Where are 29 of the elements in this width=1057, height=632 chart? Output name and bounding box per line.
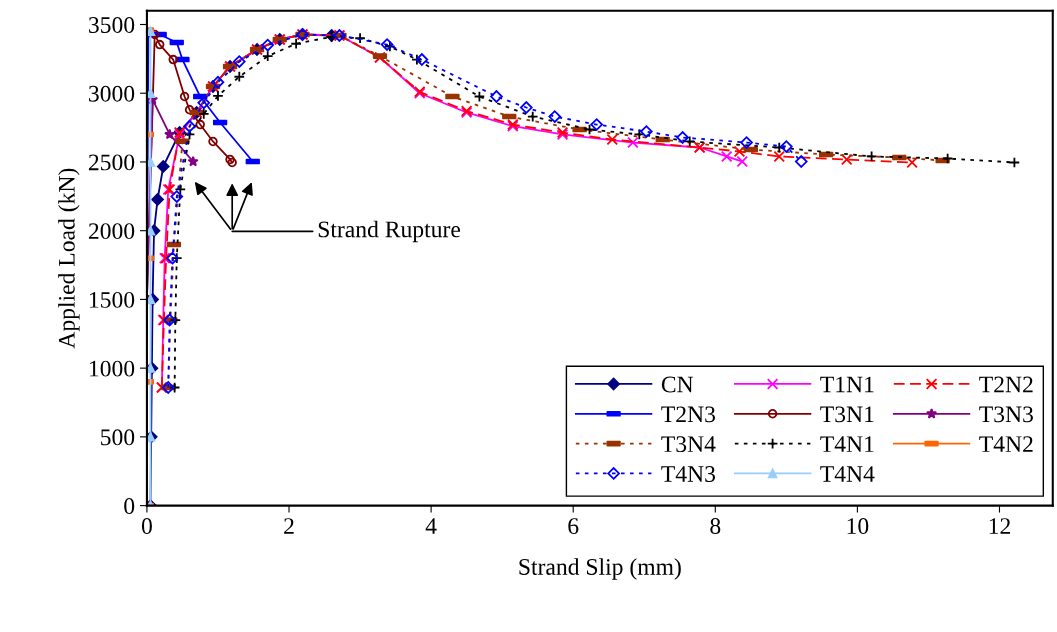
y-tick-label: 2500 (88, 154, 135, 171)
x-tick-label: 12 (989, 518, 1010, 534)
legend-label: T4N1 (820, 436, 874, 452)
y-axis-title: Applied Load (kN) (58, 168, 80, 349)
legend-label: T4N3 (661, 466, 716, 482)
legend-label: T2N3 (661, 406, 716, 423)
legend-label: T4N2 (979, 436, 1033, 452)
y-tick-label: 1000 (89, 360, 135, 377)
y-tick-label: 1500 (89, 291, 135, 308)
legend-label: T1N1 (820, 376, 874, 393)
y-tick-label: 2000 (88, 223, 135, 240)
x-tick-label: 2 (284, 518, 294, 534)
annotation: Strand Rupture (318, 220, 461, 243)
x-tick-label: 10 (847, 518, 869, 535)
legend-label: T3N4 (661, 436, 716, 453)
legend-label: T2N2 (979, 376, 1033, 393)
legend-label: CN (661, 376, 694, 393)
legend-label: T3N3 (979, 406, 1033, 423)
y-tick-label: 0 (124, 498, 135, 515)
x-tick-label: 0 (141, 518, 152, 535)
x-tick-label: 6 (568, 518, 579, 535)
legend-label: T4N4 (820, 466, 875, 482)
x-axis-title: Strand Slip (mm) (519, 558, 681, 580)
x-tick-label: 8 (710, 518, 721, 535)
x-tick-label: 4 (425, 518, 437, 534)
y-tick-label: 3000 (89, 85, 135, 102)
y-tick-label: 3500 (89, 16, 135, 33)
legend-label: T3N1 (820, 406, 874, 423)
y-tick-label: 500 (101, 429, 135, 446)
